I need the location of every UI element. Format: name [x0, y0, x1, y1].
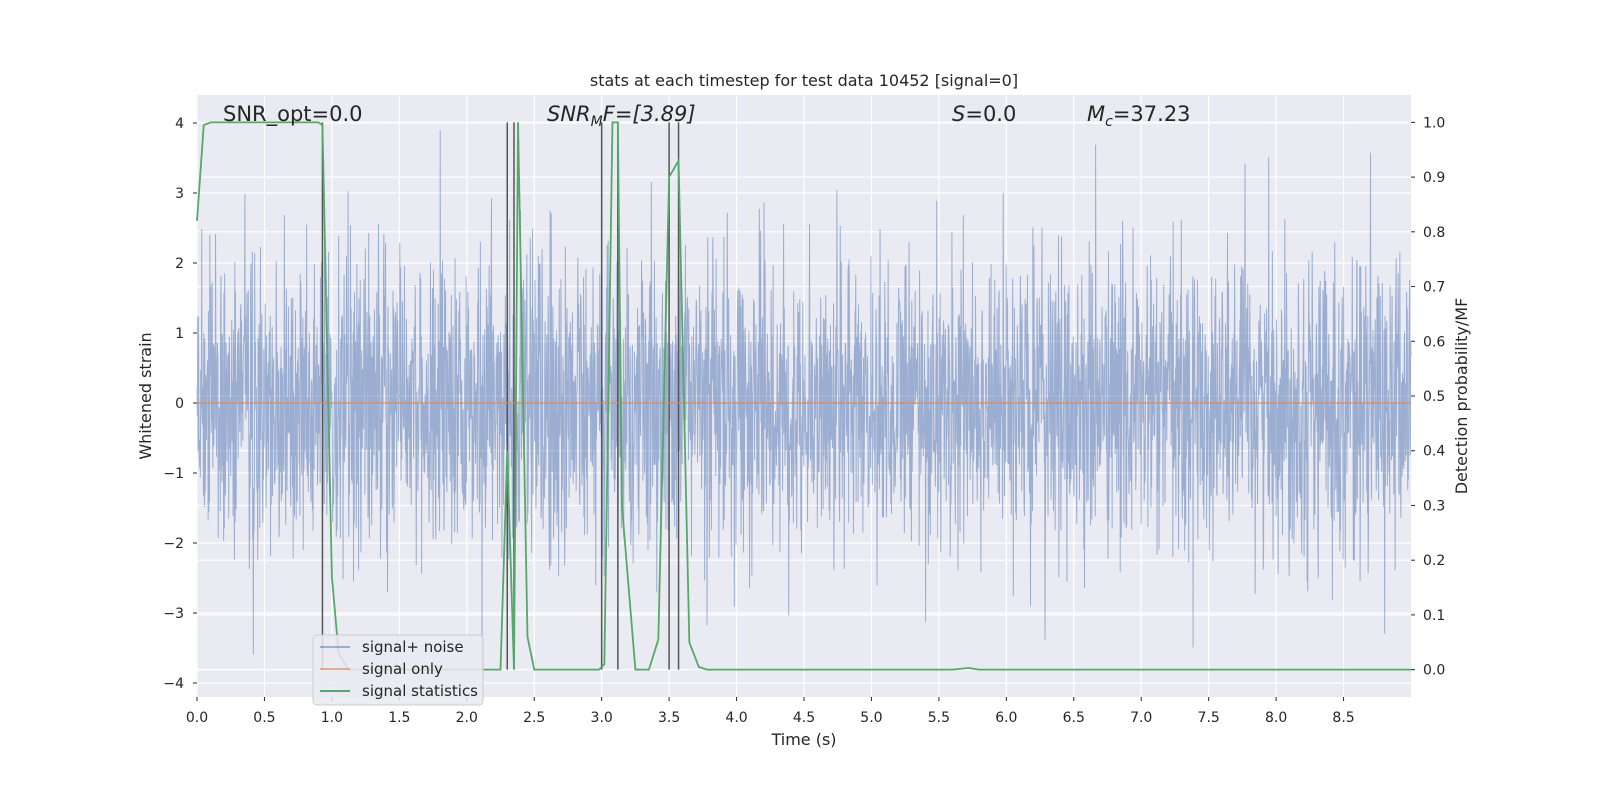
snr-mf-value: F=[3.89]	[603, 102, 696, 126]
x-tick-label: 1.5	[388, 710, 410, 726]
mc-symbol: M	[1087, 102, 1105, 126]
y-right-tick-label: 0.7	[1423, 280, 1445, 296]
x-tick-label: 5.5	[928, 710, 950, 726]
y-right-tick-label: 0.1	[1423, 608, 1445, 624]
s-symbol: S	[952, 102, 965, 126]
y-right-tick-label: 0.5	[1423, 389, 1445, 405]
y-tick-label: 0	[175, 396, 184, 412]
y-tick-label: 4	[175, 116, 184, 132]
y-right-tick-label: 0.9	[1423, 170, 1445, 186]
y-tick-label: −2	[163, 536, 184, 552]
legend-label-signal-statistics: signal statistics	[362, 682, 478, 700]
y-right-tick-label: 0.0	[1423, 663, 1445, 679]
x-tick-label: 2.5	[523, 710, 545, 726]
mc-subscript: c	[1105, 114, 1113, 130]
legend-label-signal-noise: signal+ noise	[362, 638, 464, 656]
y-tick-label: −3	[163, 606, 184, 622]
mc-annotation: Mc=37.23	[1087, 102, 1191, 130]
legend-box	[312, 634, 484, 706]
y-right-tick-label: 0.8	[1423, 225, 1445, 241]
y-right-tick-label: 0.4	[1423, 444, 1445, 460]
s-annotation: S=0.0	[952, 102, 1016, 126]
signal-statistics-line	[196, 121, 1411, 671]
y-right-tick-label: 0.6	[1423, 334, 1445, 350]
y-right-tick-label: 0.3	[1423, 498, 1445, 514]
x-tick-label: 3.5	[658, 710, 680, 726]
y-tick-label: −1	[163, 466, 184, 482]
snr-opt-annotation: SNR_opt=0.0	[223, 102, 363, 127]
x-tick-label: 6.5	[1063, 710, 1085, 726]
snr-mf-subscript: M	[591, 114, 603, 130]
y-tick-label: 3	[175, 186, 184, 202]
y-tick-labels: 4 3 2 1 0 −1 −2 −3 −4	[163, 116, 197, 692]
x-tick-labels: 0.0 0.5 1.0 1.5 2.0 2.5 3.0 3.5 4.0 4.5 5.0 5.5 6.0 6…	[186, 697, 1355, 726]
legend-label-signal-only: signal only	[362, 660, 443, 678]
x-tick-label: 2.0	[456, 710, 478, 726]
y-right-axis-label: Detection probability/MF	[1452, 298, 1471, 495]
legend: signal+ noise signal only signal statist…	[312, 634, 484, 706]
x-tick-label: 0.0	[186, 710, 208, 726]
x-tick-label: 7.5	[1198, 710, 1220, 726]
snr-mf-symbol: SNR	[547, 102, 591, 126]
signal-noise-line	[196, 129, 1412, 670]
x-tick-label: 6.0	[995, 710, 1017, 726]
y-tick-label: 1	[175, 326, 184, 342]
x-tick-label: 1.0	[321, 710, 343, 726]
x-tick-label: 7.0	[1130, 710, 1152, 726]
y-right-tick-label: 0.2	[1423, 553, 1445, 569]
y-tick-label: 2	[175, 256, 184, 272]
x-tick-label: 0.5	[253, 710, 275, 726]
mc-value: =37.23	[1113, 102, 1191, 126]
chart-title: stats at each timestep for test data 104…	[590, 71, 1018, 90]
snr-mf-annotation: SNRMF=[3.89]	[547, 102, 696, 130]
y-tick-label: −4	[163, 676, 184, 692]
signal-noise-series	[196, 129, 1412, 670]
x-tick-label: 8.0	[1265, 710, 1287, 726]
s-value: =0.0	[965, 102, 1016, 126]
x-tick-label: 5.0	[860, 710, 882, 726]
y-axis-label: Whitened strain	[136, 332, 155, 459]
x-tick-label: 8.5	[1332, 710, 1354, 726]
signal-statistics-series	[196, 121, 1411, 671]
x-tick-label: 4.0	[725, 710, 747, 726]
x-tick-label: 4.5	[793, 710, 815, 726]
y-right-tick-labels: 1.0 0.9 0.8 0.7 0.6 0.5 0.4 0.3 0.2 0.1 0.0	[1411, 115, 1445, 679]
x-tick-label: 3.0	[591, 710, 613, 726]
x-axis-label: Time (s)	[770, 730, 836, 749]
y-right-tick-label: 1.0	[1423, 115, 1445, 131]
